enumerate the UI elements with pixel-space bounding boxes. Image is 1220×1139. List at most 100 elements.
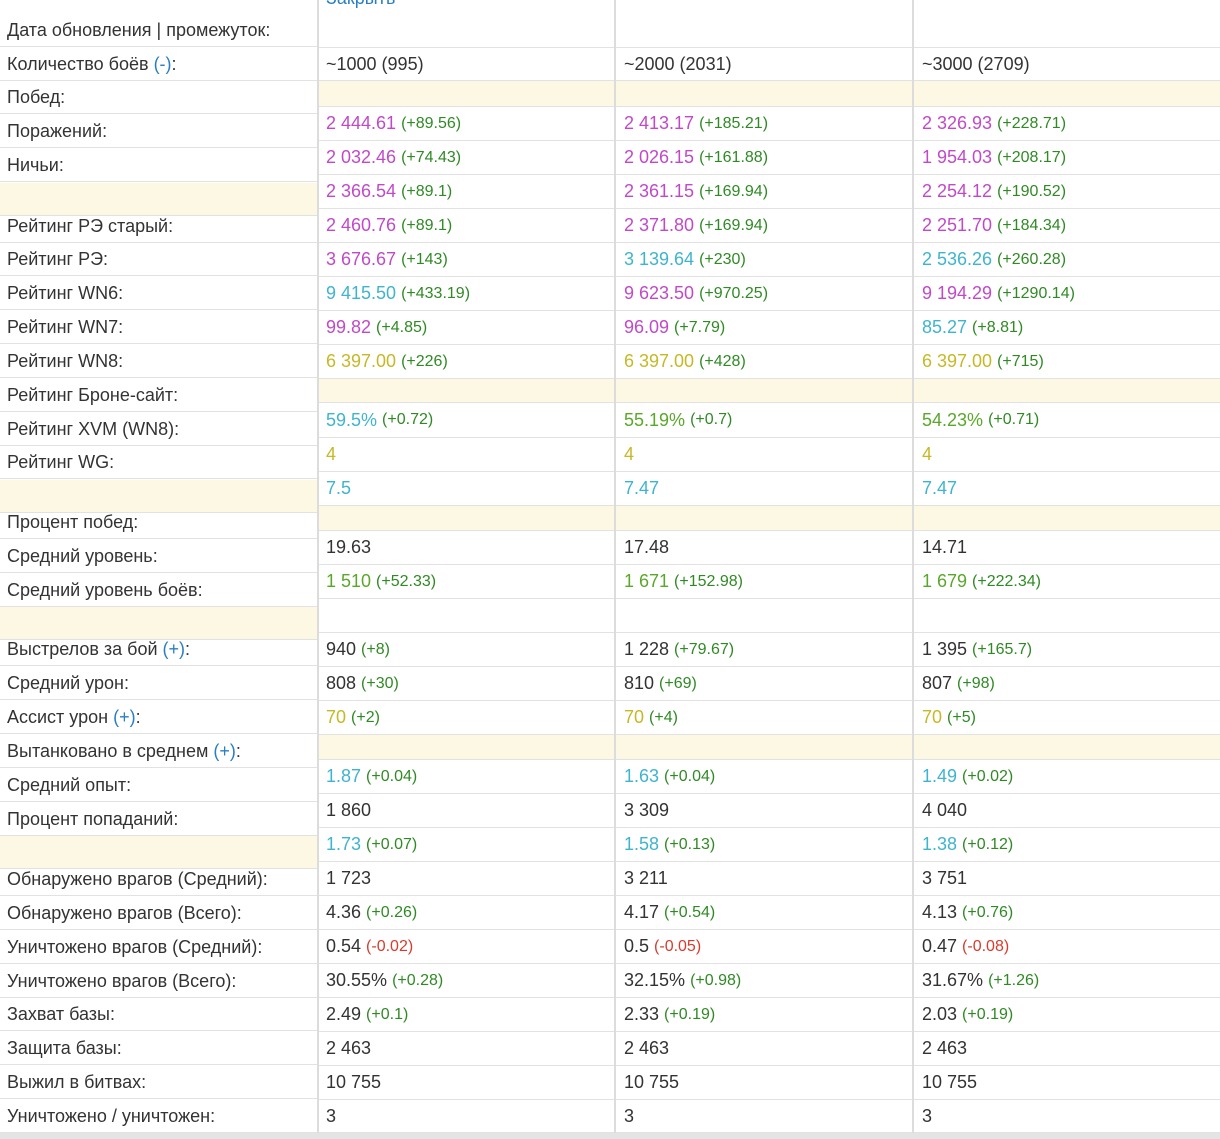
expand-toggle[interactable]: (-) [153, 54, 172, 74]
stat-value: 1.73 [326, 834, 362, 854]
stat-value: 32.15% [624, 970, 686, 990]
table-row: 1.73 (+0.07) 1.58 (+0.13) 1.38 (+0.12) [319, 828, 1220, 862]
value-cell: 2 026.15 (+161.88) [617, 141, 913, 174]
stat-value: 2 444.61 [326, 113, 397, 133]
table-row [319, 81, 1220, 107]
stat-value: 4 [624, 444, 635, 464]
stat-delta: (+1.26) [988, 971, 1040, 989]
table-row [319, 735, 1220, 760]
row-label-text: Количество боёв [7, 54, 154, 74]
stat-value: 17.48 [624, 537, 670, 557]
stat-value: 2 536.26 [922, 249, 993, 269]
stat-delta: (+89.56) [401, 114, 462, 132]
stat-delta: (+165.7) [972, 640, 1033, 658]
value-cell: 2 463 [319, 1032, 615, 1065]
value-cell: 0.47 (-0.08) [915, 930, 1220, 963]
stat-delta: (+0.19) [664, 1005, 716, 1023]
row-label: Выстрелов за бой (+): [0, 633, 317, 666]
row-label-text: Захват базы: [7, 1004, 115, 1024]
close-link[interactable]: Закрыть [326, 0, 395, 9]
row-label-colon: : [185, 639, 191, 659]
table-row [319, 379, 1220, 403]
value-cell: 2 444.61 (+89.56) [319, 107, 615, 140]
stat-value: ~2000 (2031) [624, 53, 732, 74]
column-divider [912, 0, 914, 1139]
value-cell [617, 735, 913, 759]
row-label-text: Побед: [7, 87, 66, 107]
stat-value: 6 397.00 [326, 351, 397, 371]
bottom-bar [0, 1133, 1220, 1139]
column-divider [614, 0, 616, 1139]
expand-toggle[interactable]: (+) [162, 639, 186, 659]
stat-delta: (+970.25) [699, 284, 769, 302]
stat-delta: (+190.52) [997, 182, 1067, 200]
value-cell: 1 723 [319, 862, 615, 895]
value-cell: 99.82 (+4.85) [319, 311, 615, 344]
value-cell: ~1000 (995) [319, 48, 615, 80]
value-cell: 55.19% (+0.7) [617, 403, 913, 437]
stat-delta: (+0.7) [690, 411, 733, 428]
stat-delta: (+428) [699, 352, 746, 370]
row-label: Защита базы: [0, 1032, 317, 1065]
value-cell: 10 755 [915, 1066, 1220, 1099]
stat-value: 0.47 [922, 936, 958, 956]
expand-toggle[interactable]: (+) [113, 707, 136, 727]
value-cell: 59.5% (+0.72) [319, 403, 615, 437]
stat-value: 10 755 [624, 1072, 680, 1092]
row-label: Вытанковано в среднем (+): [0, 735, 317, 768]
stat-delta: (-0.08) [962, 937, 1010, 955]
value-cell: 3 309 [617, 794, 913, 827]
row-label: Средний опыт: [0, 769, 317, 802]
stat-value: 1 723 [326, 868, 372, 888]
row-label-text: Средний урон: [7, 673, 129, 693]
stat-delta: (+0.1) [366, 1005, 409, 1023]
stat-value: 2 371.80 [624, 215, 695, 235]
row-label-text: Процент попаданий: [7, 809, 179, 829]
row-label: Средний уровень боёв: [0, 574, 317, 607]
expand-toggle[interactable]: (+) [213, 741, 236, 761]
row-label: Рейтинг XVM (WN8): [0, 413, 317, 446]
row-label: Ассист урон (+): [0, 701, 317, 734]
value-cell: 54.23% (+0.71) [915, 403, 1220, 437]
row-label: Рейтинг WN7: [0, 311, 317, 344]
stat-delta: (+433.19) [401, 284, 471, 302]
stat-delta: (+185.21) [699, 114, 769, 132]
stat-value: 1 679 [922, 571, 968, 591]
stat-value: 2.33 [624, 1004, 660, 1024]
row-label: Выжил в битвах: [0, 1066, 317, 1099]
value-cell: 70 (+2) [319, 701, 615, 734]
value-cell: 9 623.50 (+970.25) [617, 277, 913, 310]
value-cell: 2.49 (+0.1) [319, 998, 615, 1031]
value-cell: 1 671 (+152.98) [617, 565, 913, 598]
stat-delta: (+208.17) [997, 148, 1067, 166]
value-cell [617, 599, 913, 632]
value-cell: 4.36 (+0.26) [319, 896, 615, 929]
row-label-text: Ассист урон [7, 707, 114, 727]
value-cell: 2 361.15 (+169.94) [617, 175, 913, 208]
value-cell: 3 [915, 1100, 1220, 1132]
table-row: 7.5 7.47 7.47 [319, 472, 1220, 506]
stat-delta: (+222.34) [972, 572, 1041, 590]
value-cell [319, 506, 615, 530]
stat-value: 940 [326, 639, 357, 659]
row-label-blank [0, 183, 317, 216]
value-cell: 19.63 [319, 531, 615, 564]
stat-value: 1 228 [624, 639, 670, 659]
stat-value: 2 463 [624, 1038, 670, 1058]
row-label-text: Средний уровень: [7, 546, 158, 566]
stat-delta: (+89.1) [401, 216, 453, 234]
stat-delta: (+98) [957, 674, 995, 692]
table-row: ~1000 (995) ~2000 (2031) ~3000 (2709) [319, 48, 1220, 81]
stat-delta: (+0.26) [366, 903, 418, 921]
stat-value: 810 [624, 673, 655, 693]
stat-delta: (+30) [361, 674, 399, 692]
value-cell [915, 506, 1220, 530]
row-label-text: Средний уровень боёв: [7, 580, 203, 600]
value-cell: 1 228 (+79.67) [617, 633, 913, 666]
stat-value: 85.27 [922, 317, 968, 337]
row-label: Процент попаданий: [0, 803, 317, 836]
stat-delta: (+8) [361, 640, 390, 658]
table-row: 30.55% (+0.28) 32.15% (+0.98) 31.67% (+1.26) [319, 964, 1220, 998]
value-cell: 808 (+30) [319, 667, 615, 700]
value-cell: 2 251.70 (+184.34) [915, 209, 1220, 242]
